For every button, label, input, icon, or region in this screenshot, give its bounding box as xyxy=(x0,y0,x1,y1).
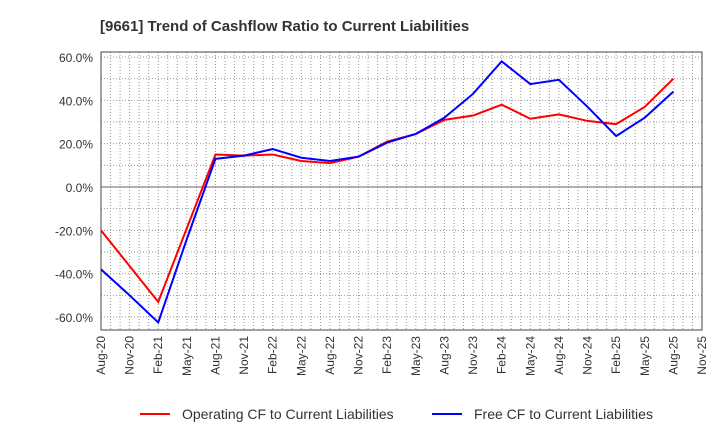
x-tick-label: Aug-20 xyxy=(94,336,108,375)
legend-label: Operating CF to Current Liabilities xyxy=(182,406,394,422)
y-tick-label: 40.0% xyxy=(59,94,93,108)
x-tick-label: Aug-22 xyxy=(323,336,337,375)
x-tick-label: May-21 xyxy=(180,336,194,376)
x-tick-label: Aug-24 xyxy=(552,336,566,375)
x-tick-label: May-25 xyxy=(638,336,652,376)
x-tick-label: Nov-21 xyxy=(237,336,251,375)
y-tick-label: 20.0% xyxy=(59,138,93,152)
x-tick-label: Nov-20 xyxy=(123,336,137,375)
x-tick-label: Feb-23 xyxy=(380,336,394,374)
x-tick-label: May-24 xyxy=(523,336,537,376)
y-tick-label: -40.0% xyxy=(55,268,93,282)
x-tick-label: Aug-21 xyxy=(208,336,222,375)
x-tick-label: Feb-22 xyxy=(266,336,280,374)
plot-border xyxy=(101,52,702,330)
chart-title: [9661] Trend of Cashflow Ratio to Curren… xyxy=(100,18,469,35)
x-tick-label: May-23 xyxy=(409,336,423,376)
x-tick-label: Nov-24 xyxy=(581,336,595,375)
x-tick-label: Feb-25 xyxy=(609,336,623,374)
x-tick-label: Nov-22 xyxy=(352,336,366,375)
x-tick-label: Feb-21 xyxy=(151,336,165,374)
x-tick-label: Aug-23 xyxy=(437,336,451,375)
x-tick-label: Nov-25 xyxy=(695,336,709,375)
y-tick-label: -60.0% xyxy=(55,311,93,325)
y-tick-label: 60.0% xyxy=(59,51,93,65)
x-tick-label: Feb-24 xyxy=(495,336,509,374)
y-tick-label: 0.0% xyxy=(66,181,94,195)
y-tick-label: -20.0% xyxy=(55,224,93,238)
x-tick-label: Aug-25 xyxy=(666,336,680,375)
x-tick-label: May-22 xyxy=(294,336,308,376)
x-tick-label: Nov-23 xyxy=(466,336,480,375)
legend-label: Free CF to Current Liabilities xyxy=(474,406,653,422)
